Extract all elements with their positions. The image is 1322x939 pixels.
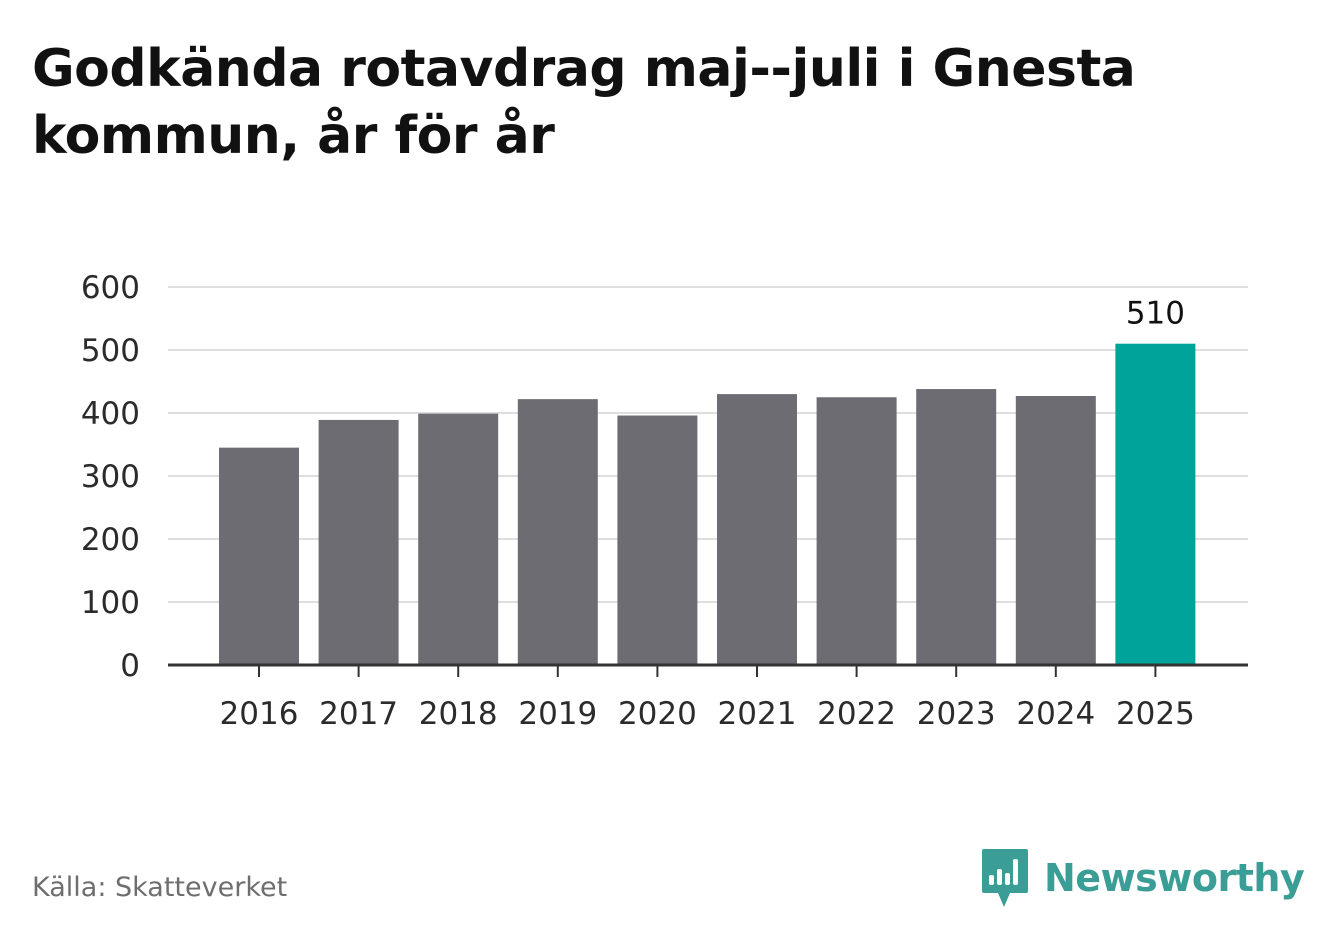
newsworthy-logo-icon [982,849,1028,907]
y-tick-label: 400 [81,396,140,432]
source-note: Källa: Skatteverket [32,872,288,903]
bar-2019 [517,399,598,665]
x-tick-label: 2022 [817,696,896,732]
x-tick-label: 2016 [220,696,299,732]
y-tick-label: 100 [81,585,140,621]
y-tick-label: 0 [120,648,140,684]
x-axis: 2016 2017 2018 2019 2020 2021 2022 2023 2024 2025 [168,663,1248,732]
bar-2020 [617,415,698,665]
bar-2016 [219,447,299,665]
x-tick-label: 2017 [319,696,398,732]
bar-2021 [717,394,797,665]
bar-2023 [916,389,997,665]
x-tick-label: 2024 [1016,696,1095,732]
brand: Newsworthy [980,846,1305,910]
y-tick-label: 500 [81,333,140,369]
y-axis-ticks: 0 100 200 300 400 500 600 [81,270,140,684]
bar-2024 [1015,395,1096,665]
bars [219,343,1196,665]
y-tick-label: 300 [81,459,140,495]
y-tick-label: 200 [81,522,140,558]
bar-2018 [418,413,499,665]
x-tick-label: 2023 [917,696,996,732]
bar-2022 [816,397,897,665]
y-tick-label: 600 [81,270,140,306]
x-tick-label: 2018 [419,696,498,732]
x-tick-label: 2020 [618,696,697,732]
x-tick-label: 2019 [518,696,597,732]
x-tick-label: 2021 [718,696,797,732]
data-labels: 510 [1126,296,1185,332]
bar-2025 [1115,343,1196,665]
x-tick-label: 2025 [1116,696,1195,732]
brand-name: Newsworthy [1044,856,1305,900]
bar-2017 [318,419,399,665]
chart-title: Godkända rotavdrag maj--juli i Gnesta ko… [32,39,1136,166]
value-label: 510 [1126,296,1185,332]
